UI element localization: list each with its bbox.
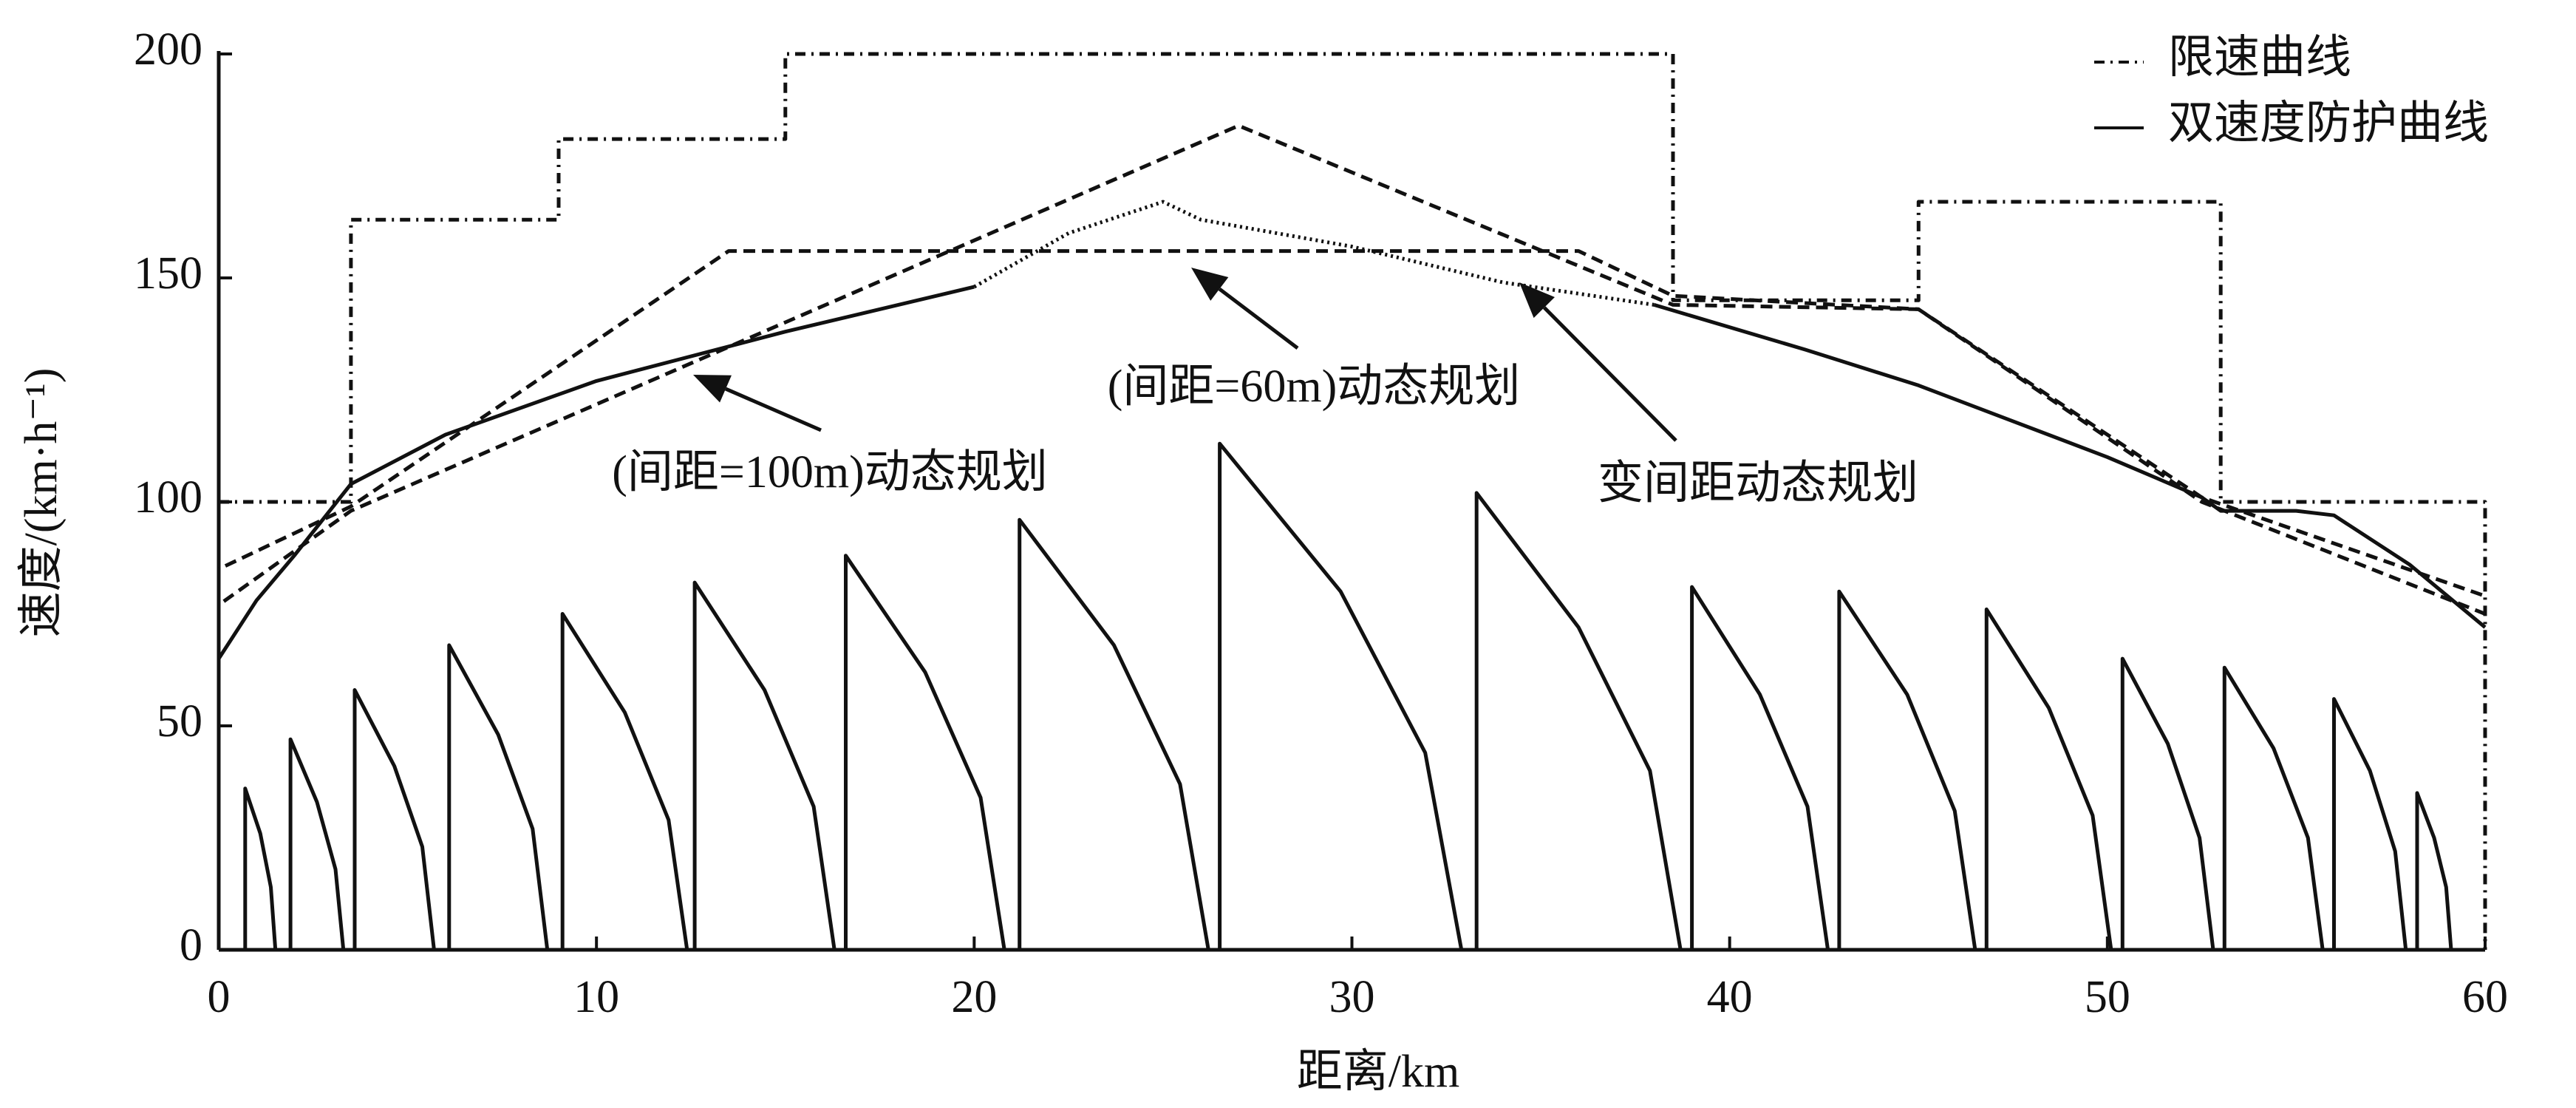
x-axis-label: 距离/km [1297, 1047, 1459, 1097]
annotation: 变间距动态规划 [1598, 458, 1918, 509]
arrow-head [1519, 282, 1555, 319]
x-tick-label: 30 [1329, 972, 1375, 1022]
annotation-arrow [725, 387, 822, 432]
annotation-arrow [1543, 306, 1677, 442]
annotation: (间距=60m)动态规划 [1108, 361, 1521, 412]
x-tick-label: 10 [573, 972, 619, 1022]
series-line [217, 123, 2486, 950]
y-tick-label: 200 [134, 24, 202, 75]
series-line [217, 285, 2487, 660]
series-line [973, 200, 1655, 307]
series-line [217, 249, 2486, 950]
annotation: (间距=100m)动态规划 [612, 447, 1048, 497]
x-tick-label: 50 [2085, 972, 2130, 1022]
x-tick-label: 0 [208, 972, 231, 1022]
arrow-head [693, 375, 732, 403]
legend-label: 限速曲线 [2168, 33, 2351, 83]
y-tick-label: 150 [134, 248, 202, 299]
annotation-arrow [1218, 287, 1299, 350]
x-tick-label: 60 [2462, 972, 2508, 1022]
x-tick-label: 40 [1707, 972, 1753, 1022]
y-tick-label: 100 [134, 472, 202, 523]
legend-label: 双速度防护曲线 [2168, 98, 2489, 149]
x-tick-label: 20 [951, 972, 997, 1022]
arrow-head [1191, 268, 1229, 301]
series-line [219, 52, 2487, 950]
y-tick-label: 0 [180, 920, 202, 971]
series-line [243, 441, 2453, 951]
y-tick-label: 50 [157, 696, 202, 747]
y-axis-label: 速度/(km·h⁻¹) [16, 368, 67, 638]
